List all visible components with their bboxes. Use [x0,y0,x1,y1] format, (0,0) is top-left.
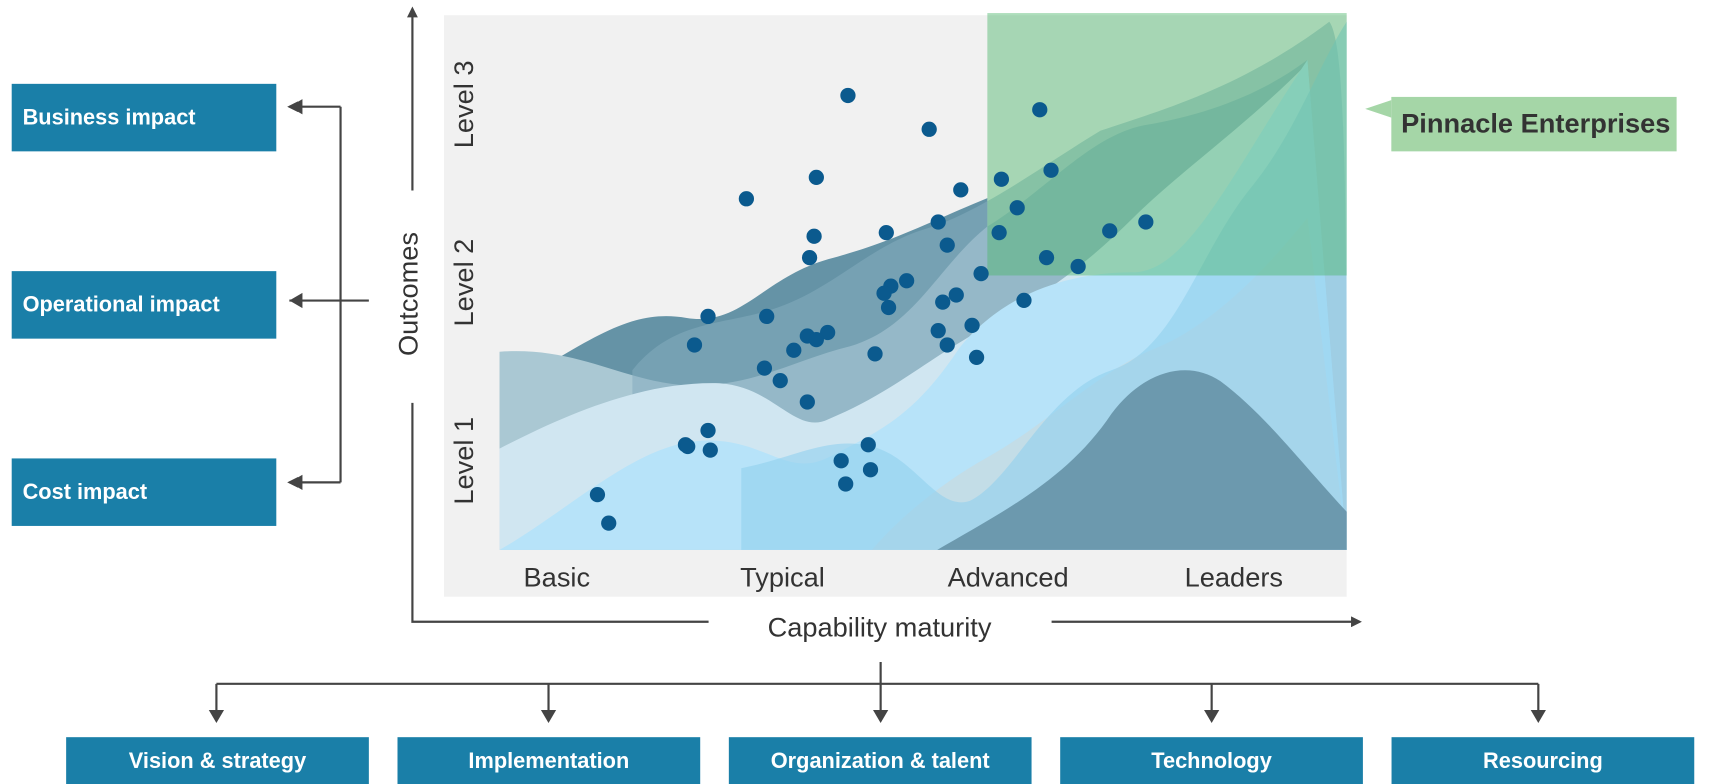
callout-label: Pinnacle Enterprises [1401,107,1670,138]
pinnacle-region [987,13,1347,276]
data-point [860,437,876,453]
impact-label: Operational impact [23,292,220,317]
data-point [921,121,937,137]
impact-box [11,458,277,526]
data-point [930,214,946,230]
impact-box [11,271,277,339]
callout-pointer [1365,100,1392,118]
impact-box [11,83,277,152]
data-point [953,182,969,198]
y-tick-label: Level 3 [448,60,479,148]
data-point [806,228,822,244]
data-point [930,323,946,339]
dimension-label: Organization & talent [771,748,990,773]
arrow [289,474,303,490]
data-point [589,487,606,503]
data-point [973,266,989,282]
data-point [801,249,818,266]
arrow [289,99,303,115]
data-point [993,171,1010,187]
data-point [1016,292,1032,309]
dimension-label: Resourcing [1483,748,1603,773]
x-tick-label: Typical [740,561,825,592]
dimension-box [728,737,1032,784]
dimension-box [66,737,369,784]
x-tick-label: Leaders [1185,561,1283,592]
data-point [756,360,773,376]
x-tick-label: Advanced [948,561,1069,592]
data-point [601,515,617,531]
arrow [1530,709,1546,724]
dimension-label: Technology [1151,748,1272,773]
dimension-box [397,737,701,784]
data-point [1032,102,1048,118]
data-point [820,324,836,341]
data-point [833,453,849,469]
data-point [898,273,915,289]
data-point [1038,249,1055,266]
data-point [686,337,703,353]
data-point [1009,200,1025,216]
dimension-label: Vision & strategy [129,748,306,773]
arrow [873,709,889,724]
arrow [289,292,303,309]
callout-box [1391,96,1677,152]
data-point [808,169,824,186]
data-point [939,337,955,353]
data-point [680,438,696,455]
data-point [878,225,894,241]
dimension-label: Implementation [468,748,629,773]
data-point [808,331,824,348]
data-point [799,394,815,410]
dimension-box [1060,737,1363,784]
data-point [880,299,897,316]
arrow [540,709,557,724]
data-point [700,422,716,439]
data-point [1102,223,1118,239]
data-point [1138,214,1154,230]
data-point [702,442,718,458]
x-axis-label: Capability maturity [768,612,992,643]
impact-label: Cost impact [23,479,148,504]
y-tick-label: Level 2 [448,239,479,327]
data-point [838,476,854,492]
data-point [772,372,788,389]
data-point [948,287,964,303]
data-point [935,294,951,310]
x-tick-label: Basic [524,561,591,592]
y-tick-label: Level 1 [448,417,479,505]
data-point [738,191,755,207]
data-point [700,308,716,325]
bracket [215,683,1540,721]
y-axis-label: Outcomes [392,232,423,356]
data-point [968,349,985,366]
data-point [759,308,775,325]
data-point [1070,258,1086,275]
data-point [786,342,802,358]
bracket [289,106,369,483]
arrow [1204,709,1220,724]
data-point [939,237,955,253]
arrow [208,709,225,724]
dimension-box [1391,737,1695,784]
axis-line [411,402,709,623]
data-point [862,462,879,478]
data-point [867,346,883,362]
data-point [991,225,1007,241]
data-point [840,87,856,104]
data-point [876,285,892,301]
data-point [964,317,980,333]
impact-label: Business impact [23,104,196,129]
data-point [1043,162,1059,178]
